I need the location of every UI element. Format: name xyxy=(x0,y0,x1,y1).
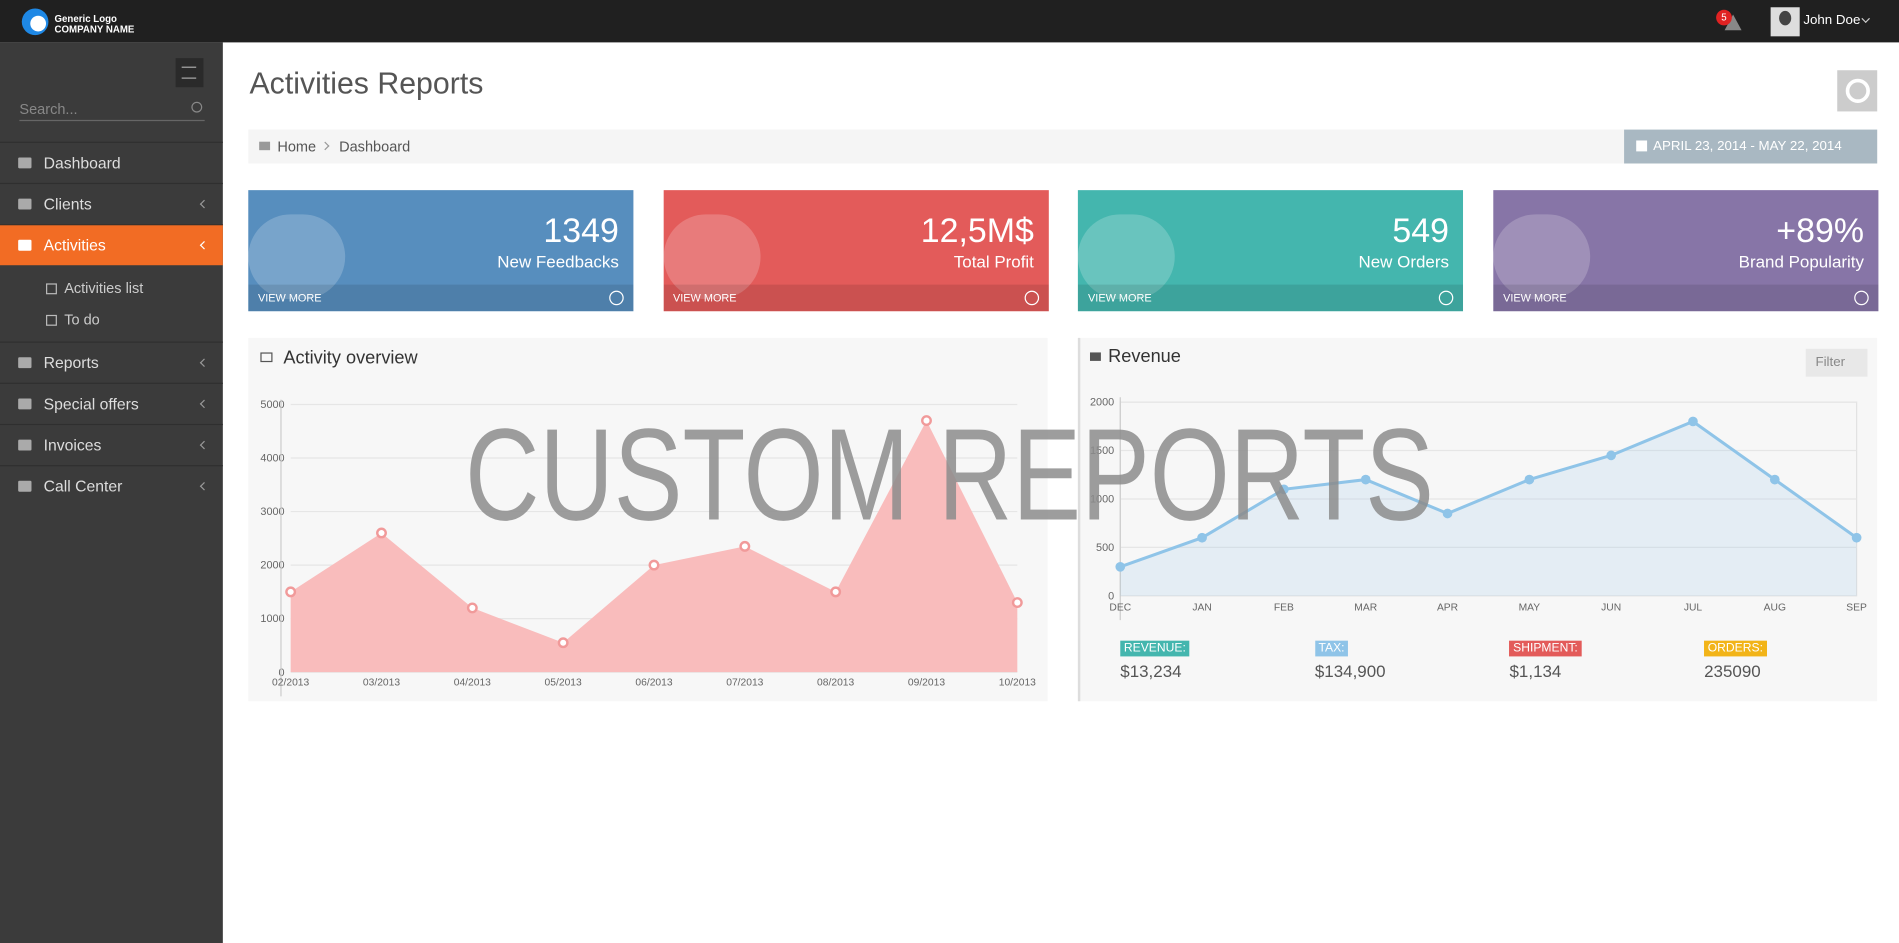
stat-label: TAX: xyxy=(1314,640,1349,657)
menu-item[interactable]: Reports xyxy=(0,341,223,383)
submenu-icon xyxy=(46,283,57,295)
logo-line: Generic Logo xyxy=(54,13,117,25)
view-more[interactable]: VIEW MORE xyxy=(1088,291,1152,304)
menu-label: Reports xyxy=(43,353,99,372)
page-title: Activities Reports xyxy=(249,66,484,101)
notification-badge: 5 xyxy=(1716,9,1732,26)
date-range: APRIL 23, 2014 - MAY 22, 2014 xyxy=(1653,139,1842,154)
filter-button[interactable] xyxy=(1805,348,1868,377)
tile-footer: VIEW MORE xyxy=(663,284,1049,312)
menu-label: Invoices xyxy=(43,435,102,455)
tile-icon xyxy=(1493,214,1591,300)
panel-title: Activity overview xyxy=(283,347,418,369)
menu-icon xyxy=(18,357,32,369)
tile-footer: VIEW MORE xyxy=(248,284,634,312)
menu-icon xyxy=(18,480,32,492)
menu-item[interactable]: Invoices xyxy=(0,423,223,465)
stat-label: REVENUE: xyxy=(1120,640,1190,657)
user-chevron xyxy=(1861,14,1870,24)
view-more[interactable]: VIEW MORE xyxy=(257,291,322,304)
menu-item[interactable]: Dashboard xyxy=(0,141,223,183)
menu-label: Special offers xyxy=(43,394,139,413)
stat-tile: 549 New Orders VIEW MORE xyxy=(1078,190,1464,312)
tile-icon xyxy=(1078,214,1176,300)
stat-label: SHIPMENT: xyxy=(1509,640,1582,657)
breadcrumb-item[interactable]: Home xyxy=(277,138,317,156)
menu-icon xyxy=(18,439,32,451)
menu-chevron xyxy=(199,481,209,491)
stat-value: $134,900 xyxy=(1314,661,1386,681)
tile-footer: VIEW MORE xyxy=(1493,284,1879,312)
tile-value: 549 xyxy=(1392,211,1449,250)
stat-value: $13,234 xyxy=(1120,661,1182,681)
menu-chevron xyxy=(199,399,209,409)
search-icon[interactable] xyxy=(191,101,203,113)
toggle-lines xyxy=(181,66,197,79)
menu-chevron xyxy=(199,240,209,250)
submenu-icon xyxy=(46,314,57,326)
submenu-item[interactable]: To do xyxy=(64,311,100,329)
search-placeholder: Search... xyxy=(19,100,78,118)
logo-line: COMPANY NAME xyxy=(54,24,135,36)
activity-panel xyxy=(248,337,1048,702)
menu-item[interactable]: Clients xyxy=(0,182,223,224)
menu-label: Activities xyxy=(43,236,106,255)
menu-icon xyxy=(18,398,32,410)
panel-icon xyxy=(1089,352,1101,361)
menu-item[interactable]: Activities xyxy=(0,224,223,266)
date-range-button[interactable] xyxy=(1624,129,1878,164)
tile-icon xyxy=(663,214,761,300)
tile-label: Brand Popularity xyxy=(1738,251,1864,272)
tile-label: New Feedbacks xyxy=(497,251,619,272)
calendar-icon xyxy=(1636,140,1648,152)
tile-label: New Orders xyxy=(1358,251,1449,272)
filter-label: Filter xyxy=(1815,354,1846,370)
menu-icon xyxy=(18,198,32,210)
menu-chevron xyxy=(199,358,209,368)
tile-icon xyxy=(248,214,346,300)
arrow-icon xyxy=(1024,290,1039,306)
menu-item[interactable]: Special offers xyxy=(0,382,223,424)
avatar-head xyxy=(1779,10,1792,26)
menu-chevron xyxy=(199,199,209,209)
submenu-item[interactable]: Activities list xyxy=(64,279,144,297)
arrow-icon xyxy=(1854,290,1869,306)
menu-icon xyxy=(18,239,32,251)
user-name[interactable]: John Doe xyxy=(1803,13,1861,28)
stat-value: 235090 xyxy=(1704,661,1761,681)
stat-tile: 1349 New Feedbacks VIEW MORE xyxy=(248,190,634,312)
panel-icon xyxy=(260,352,273,363)
view-more[interactable]: VIEW MORE xyxy=(672,291,737,304)
menu-label: Call Center xyxy=(43,477,123,496)
stat-label: ORDERS: xyxy=(1704,640,1767,657)
tile-label: Total Profit xyxy=(953,251,1034,272)
stat-tile: +89% Brand Popularity VIEW MORE xyxy=(1493,190,1879,312)
top-bar: Generic Logo COMPANY NAME 5 John Doe xyxy=(0,0,1899,43)
arrow-icon xyxy=(1439,290,1454,306)
stat-tile: 12,5M$ Total Profit VIEW MORE xyxy=(663,190,1049,312)
stat-value: $1,134 xyxy=(1509,661,1562,681)
menu-item[interactable]: Call Center xyxy=(0,465,223,506)
view-more[interactable]: VIEW MORE xyxy=(1503,291,1567,304)
tile-value: 12,5M$ xyxy=(920,211,1034,250)
arrow-icon xyxy=(609,290,624,306)
tile-value: +89% xyxy=(1776,211,1864,250)
breadcrumb-bar xyxy=(248,129,1625,164)
menu-label: Clients xyxy=(43,194,92,214)
tile-value: 1349 xyxy=(543,211,619,250)
menu-label: Dashboard xyxy=(43,153,121,172)
search-box[interactable] xyxy=(19,97,205,122)
sidebar-toggle[interactable] xyxy=(175,58,204,88)
menu-chevron xyxy=(199,440,209,450)
tile-footer: VIEW MORE xyxy=(1078,284,1464,312)
panel-title: Revenue xyxy=(1108,346,1181,367)
menu-icon xyxy=(18,157,32,169)
logo-icon-inner xyxy=(30,15,47,32)
settings-icon xyxy=(1845,78,1870,103)
breadcrumb-item[interactable]: Dashboard xyxy=(339,138,411,156)
sidebar: Search... Dashboard Clients Activities Acti… xyxy=(0,42,223,943)
home-icon xyxy=(259,141,271,151)
